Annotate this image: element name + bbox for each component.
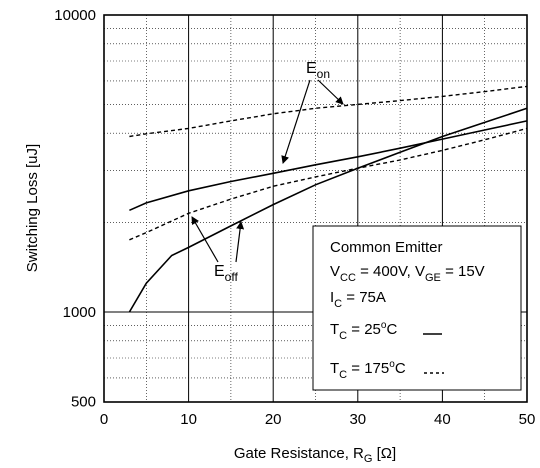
x-tick-labels: 0 10 20 30 40 50	[100, 411, 536, 428]
x-tick-label: 20	[265, 411, 282, 428]
legend-line-4: TC = 25oC	[330, 320, 397, 342]
series-line-eoff-25c	[128, 107, 528, 313]
eoff-label: Eoff	[214, 263, 238, 284]
y-tick-labels: 500 1000 10000	[54, 7, 96, 410]
y-axis-title: Switching Loss [uJ]	[24, 144, 41, 272]
annotation-eoff: Eoff	[191, 216, 245, 284]
plot-frame	[103, 14, 528, 403]
legend: Common Emitter VCC = 400V, VGE = 15V IC …	[312, 225, 522, 391]
series-line-eoff-175c	[129, 127, 528, 241]
x-tick-label: 40	[434, 411, 451, 428]
legend-line-2: VCC = 400V, VGE = 15V	[330, 263, 485, 284]
x-tick-label: 50	[519, 411, 536, 428]
eon-arrow-2	[317, 79, 344, 105]
x-axis-title: Gate Resistance, RG [Ω]	[234, 445, 396, 465]
plot-series	[128, 85, 528, 313]
y-tick-label: 10000	[54, 7, 96, 24]
legend-line-5: TC = 175oC	[330, 359, 406, 381]
legend-line-1: Common Emitter	[330, 239, 443, 256]
series-line-eon-25c	[129, 120, 528, 212]
x-tick-label: 10	[180, 411, 197, 428]
x-tick-label: 30	[349, 411, 366, 428]
legend-line-3: IC = 75A	[330, 289, 386, 310]
eoff-arrow-1	[191, 216, 219, 263]
y-tick-label: 1000	[63, 304, 96, 321]
x-tick-label: 0	[100, 411, 108, 428]
series-line-eon-175c	[129, 85, 528, 138]
y-tick-label: 500	[71, 393, 96, 410]
eoff-arrow-2	[235, 221, 245, 263]
annotation-eon: Eon	[281, 60, 344, 164]
eon-label: Eon	[306, 60, 330, 81]
eon-arrow-1	[281, 79, 311, 164]
legend-box	[312, 225, 522, 391]
